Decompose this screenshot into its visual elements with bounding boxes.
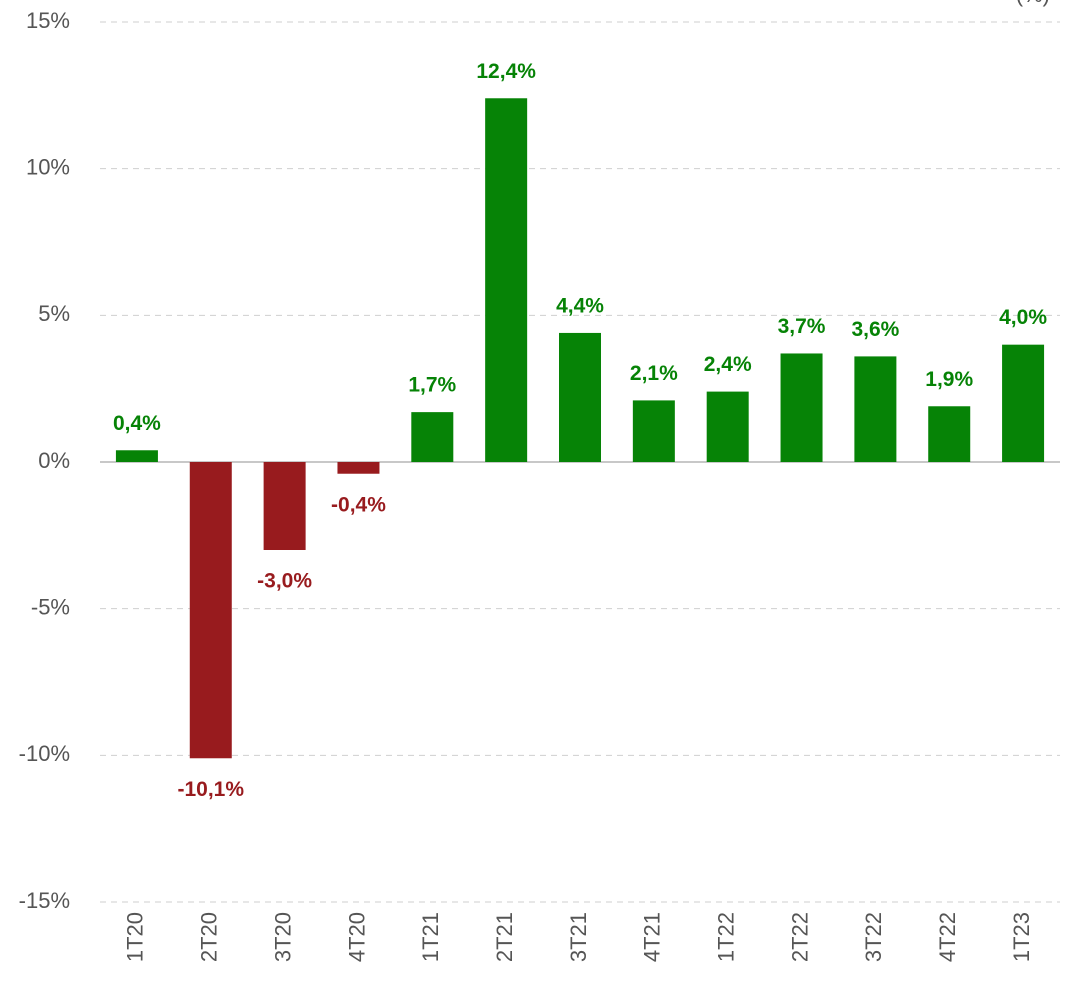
data-label: 12,4% [476, 60, 536, 83]
bar [485, 98, 528, 463]
x-tick-label: 2T20 [197, 912, 222, 962]
bar [706, 391, 749, 462]
bar [854, 356, 897, 462]
data-label: 3,7% [778, 315, 826, 338]
y-tick-label: -10% [19, 741, 70, 766]
data-label: -0,4% [331, 493, 386, 516]
y-tick-label: 0% [38, 448, 70, 473]
data-label: 2,1% [630, 362, 678, 385]
bar [928, 406, 971, 462]
bar [411, 412, 454, 462]
x-tick-label: 1T21 [418, 912, 443, 962]
data-label: 1,7% [408, 374, 456, 397]
data-label: 2,4% [704, 353, 752, 376]
x-tick-label: 1T20 [123, 912, 148, 962]
y-tick-label: -15% [19, 888, 70, 913]
data-label: 0,4% [113, 412, 161, 435]
bar [559, 332, 601, 462]
x-tick-label: 4T22 [935, 912, 960, 962]
x-tick-label: 4T21 [640, 912, 665, 962]
x-tick-label: 3T22 [861, 912, 886, 962]
data-label: -3,0% [257, 570, 312, 593]
data-label: 1,9% [925, 368, 973, 391]
bar [263, 462, 306, 550]
bar [1002, 344, 1045, 462]
x-tick-label: 2T21 [492, 912, 517, 962]
bar [632, 400, 675, 462]
x-tick-label: 1T22 [714, 912, 739, 962]
bar [115, 450, 158, 462]
x-tick-label: 1T23 [1009, 912, 1034, 962]
y-tick-label: 10% [26, 154, 70, 179]
y-tick-label: 5% [38, 301, 70, 326]
x-tick-label: 4T20 [344, 912, 369, 962]
data-label: -10,1% [177, 778, 244, 801]
unit-label: (%) [1016, 0, 1050, 7]
bar [189, 462, 232, 759]
y-tick-label: 15% [26, 8, 70, 33]
data-label: 4,0% [999, 306, 1047, 329]
x-tick-label: 3T21 [566, 912, 591, 962]
data-label: 4,4% [556, 294, 604, 317]
bar [337, 462, 380, 474]
data-label: 3,6% [851, 318, 899, 341]
x-tick-label: 2T22 [787, 912, 812, 962]
bar [780, 353, 823, 462]
x-tick-label: 3T20 [270, 912, 295, 962]
y-tick-label: -5% [31, 594, 70, 619]
